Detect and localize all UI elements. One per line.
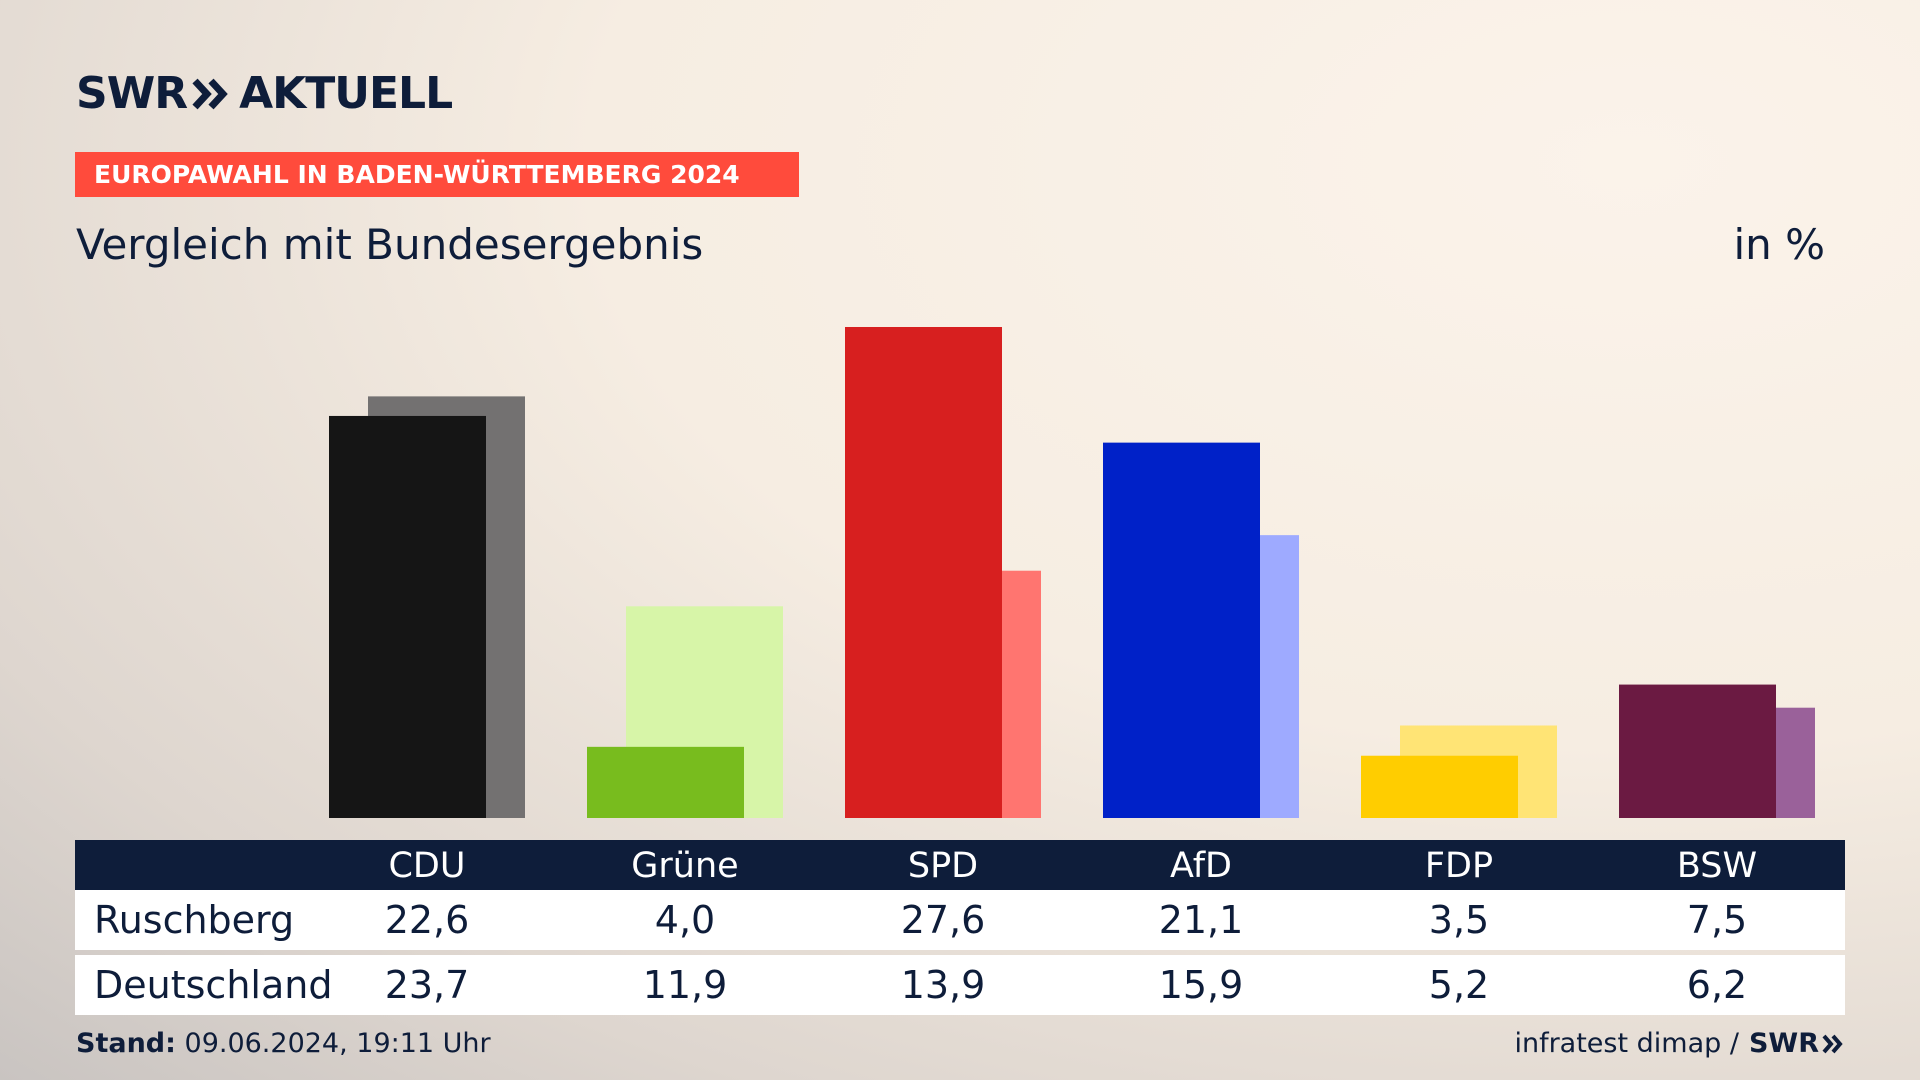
results-table: CDU Grüne SPD AfD FDP BSW Ruschberg 22,6 4,0 27…	[75, 840, 1845, 1015]
value-cell: 21,1	[1158, 898, 1244, 942]
value-cell: 6,2	[1686, 963, 1748, 1007]
table-row: Deutschland 23,7 11,9 13,9 15,9 5,2 6,2	[75, 955, 1845, 1015]
value-cell: 5,2	[1428, 963, 1490, 1007]
source-credit: infratest dimap / SWR	[1514, 1028, 1844, 1059]
value-cell: 15,9	[1158, 963, 1244, 1007]
swr-mini-logo: SWR	[1749, 1028, 1844, 1059]
kicker-label: EUROPAWAHL IN BADEN-WÜRTTEMBERG 2024	[75, 152, 799, 197]
category-label: CDU	[388, 846, 466, 886]
value-cell: 13,9	[900, 963, 986, 1007]
double-chevron-icon	[1822, 1034, 1843, 1053]
chart-title: Vergleich mit Bundesergebnis	[76, 220, 704, 269]
table-header: CDU Grüne SPD AfD FDP BSW	[75, 840, 1845, 890]
value-cell: 4,0	[654, 898, 716, 942]
table-row: Ruschberg 22,6 4,0 27,6 21,1 3,5 7,5	[75, 890, 1845, 950]
swr-aktuell-logo: SWR AKTUELL	[76, 68, 453, 119]
value-cell: 23,7	[384, 963, 470, 1007]
logo-swr-text: SWR	[76, 68, 188, 119]
logo-aktuell-text: AKTUELL	[239, 68, 453, 119]
double-chevron-icon	[192, 78, 228, 109]
stand-label: Stand:	[76, 1028, 176, 1059]
bar-ruschberg-bsw	[1619, 684, 1776, 818]
value-cell: 22,6	[384, 898, 470, 942]
bar-ruschberg-spd	[845, 326, 1002, 818]
bar-chart	[329, 326, 1815, 818]
stand-value: 09.06.2024, 19:11 Uhr	[184, 1028, 491, 1059]
row-label-deutschland: Deutschland	[94, 963, 333, 1007]
bar-ruschberg-cdu	[329, 415, 486, 818]
value-cell: 27,6	[900, 898, 986, 942]
unit-label: in %	[1733, 220, 1825, 269]
value-cell: 3,5	[1428, 898, 1490, 942]
source-text: infratest dimap /	[1514, 1028, 1739, 1059]
value-cell: 11,9	[642, 963, 728, 1007]
row-label-ruschberg: Ruschberg	[94, 898, 295, 942]
bar-ruschberg-fdp	[1361, 755, 1518, 818]
value-cell: 7,5	[1686, 898, 1748, 942]
category-label: AfD	[1170, 846, 1232, 886]
bar-ruschberg-afd	[1103, 442, 1260, 818]
category-label: SPD	[907, 846, 979, 886]
category-label: FDP	[1424, 846, 1494, 886]
bar-ruschberg-grne	[587, 746, 744, 818]
category-label: Grüne	[631, 846, 739, 886]
timestamp: Stand: 09.06.2024, 19:11 Uhr	[76, 1028, 491, 1059]
category-label: BSW	[1676, 846, 1758, 886]
source-logo-text: SWR	[1748, 1028, 1819, 1059]
